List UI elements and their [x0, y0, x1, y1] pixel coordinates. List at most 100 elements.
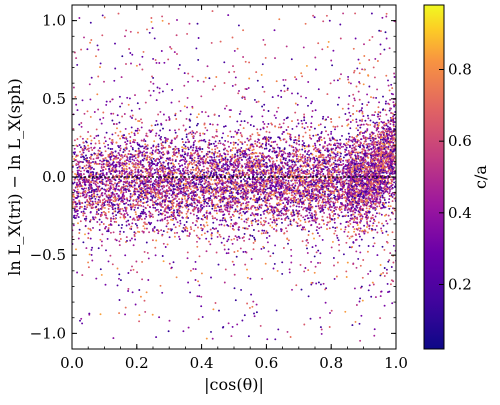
- scatter-point: [189, 188, 192, 191]
- scatter-point: [121, 172, 124, 175]
- scatter-point: [248, 238, 251, 241]
- scatter-point: [187, 326, 190, 329]
- scatter-point: [206, 150, 209, 153]
- scatter-point: [306, 153, 309, 156]
- scatter-point: [373, 220, 376, 223]
- scatter-point: [286, 164, 289, 167]
- scatter-point: [200, 139, 203, 142]
- scatter-point: [361, 107, 363, 110]
- scatter-point: [212, 142, 215, 145]
- scatter-point: [318, 189, 321, 192]
- scatter-point: [303, 145, 306, 147]
- scatter-point: [218, 190, 221, 193]
- scatter-point: [119, 208, 122, 211]
- scatter-point: [120, 135, 123, 138]
- scatter-point: [129, 216, 132, 218]
- scatter-point: [369, 158, 372, 161]
- scatter-point: [139, 214, 142, 217]
- scatter-point: [184, 197, 186, 200]
- scatter-point: [112, 231, 115, 234]
- scatter-point: [228, 109, 231, 112]
- scatter-point: [111, 98, 114, 101]
- scatter-point: [313, 213, 316, 216]
- scatter-point: [101, 233, 104, 236]
- scatter-point: [82, 214, 85, 217]
- scatter-point: [252, 300, 255, 303]
- scatter-point: [384, 122, 387, 125]
- scatter-point: [121, 207, 124, 210]
- scatter-point: [215, 227, 218, 230]
- scatter-point: [387, 214, 390, 217]
- scatter-point: [363, 131, 366, 134]
- scatter-point: [83, 112, 86, 115]
- scatter-point: [206, 176, 208, 179]
- scatter-point: [210, 237, 213, 240]
- scatter-point: [78, 232, 81, 234]
- scatter-point: [305, 145, 308, 148]
- scatter-point: [142, 191, 145, 194]
- scatter-point: [257, 100, 260, 103]
- scatter-point: [238, 112, 241, 115]
- scatter-point: [186, 257, 189, 260]
- scatter-point: [282, 186, 285, 189]
- scatter-point: [118, 244, 121, 247]
- scatter-point: [337, 142, 340, 145]
- scatter-point: [272, 168, 275, 171]
- scatter-point: [347, 78, 350, 81]
- scatter-point: [329, 185, 332, 188]
- scatter-point: [240, 189, 243, 192]
- scatter-point: [225, 252, 228, 255]
- scatter-point: [378, 136, 380, 139]
- scatter-point: [250, 156, 253, 159]
- scatter-point: [152, 216, 154, 218]
- scatter-point: [81, 206, 83, 208]
- scatter-point: [160, 142, 163, 145]
- scatter-point: [318, 166, 321, 169]
- scatter-point: [100, 240, 103, 243]
- scatter-point: [81, 181, 84, 184]
- scatter-point: [151, 213, 154, 216]
- scatter-point: [388, 47, 391, 50]
- scatter-point: [213, 113, 216, 116]
- scatter-point: [307, 188, 310, 191]
- scatter-point: [111, 119, 114, 122]
- scatter-point: [210, 178, 213, 181]
- scatter-point: [134, 222, 137, 225]
- scatter-point: [178, 224, 181, 227]
- scatter-point: [270, 181, 273, 184]
- scatter-point: [77, 237, 80, 240]
- scatter-point: [263, 165, 266, 168]
- scatter-point: [236, 120, 239, 123]
- scatter-point: [339, 138, 342, 141]
- scatter-point: [91, 149, 94, 151]
- scatter-point: [155, 61, 158, 64]
- scatter-point: [236, 323, 239, 326]
- scatter-point: [229, 115, 232, 118]
- scatter-point: [330, 130, 333, 133]
- scatter-point: [301, 160, 304, 163]
- scatter-point: [369, 270, 372, 273]
- scatter-point: [243, 96, 246, 99]
- scatter-point: [85, 215, 88, 218]
- scatter-point: [86, 191, 89, 194]
- scatter-point: [134, 303, 137, 306]
- scatter-point: [97, 134, 100, 137]
- scatter-point: [211, 135, 214, 138]
- scatter-point: [93, 192, 96, 194]
- scatter-point: [392, 261, 395, 264]
- scatter-point: [296, 166, 299, 169]
- scatter-point: [264, 232, 267, 234]
- scatter-point: [128, 132, 131, 135]
- scatter-point: [275, 223, 278, 226]
- scatter-point: [236, 47, 239, 50]
- scatter-point: [215, 130, 218, 133]
- scatter-point: [154, 206, 157, 209]
- scatter-point: [197, 113, 200, 116]
- scatter-point: [77, 222, 79, 225]
- scatter-point: [176, 134, 179, 137]
- scatter-point: [222, 185, 225, 188]
- scatter-point: [112, 215, 115, 218]
- scatter-point: [224, 268, 227, 271]
- scatter-point: [112, 112, 115, 115]
